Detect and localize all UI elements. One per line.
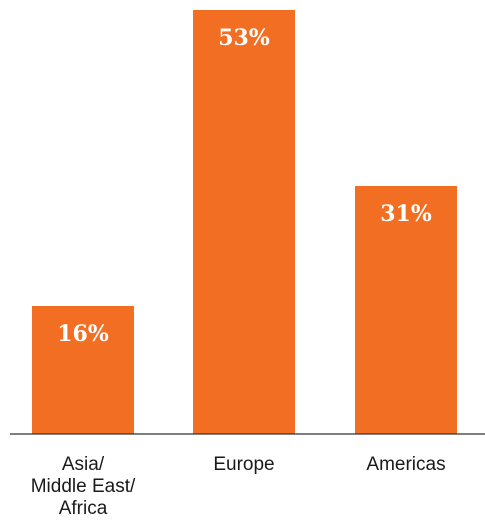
bar-value-label-0: 16% <box>57 321 109 347</box>
labels-group: 16% Asia/Middle East/Africa 53% Europe 31% Am… <box>31 25 446 519</box>
category-label-0-line-1: Middle East/ <box>31 476 136 497</box>
bar-0 <box>32 306 134 434</box>
bar-value-label-1: 53% <box>218 25 270 51</box>
bars-group <box>32 10 457 434</box>
category-label-1-line-0: Europe <box>213 454 274 475</box>
bar-1 <box>193 10 295 434</box>
category-label-0-line-2: Africa <box>59 498 108 519</box>
bar-2 <box>355 186 457 434</box>
category-label-2-line-0: Americas <box>366 454 445 475</box>
category-label-0-line-0: Asia/ <box>62 454 105 475</box>
bar-value-label-2: 31% <box>380 201 432 227</box>
